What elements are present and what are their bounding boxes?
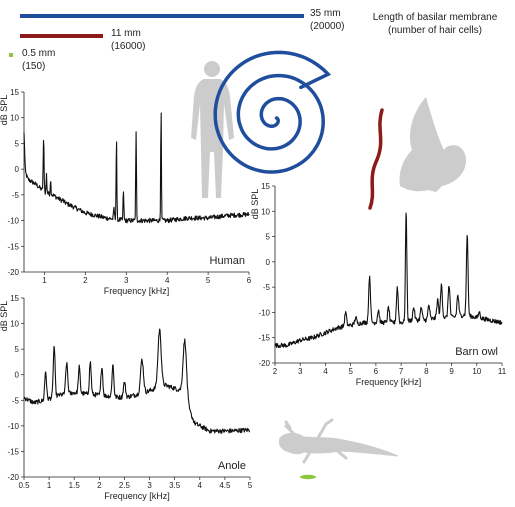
chart-owl: 15 10 5 0 -5 -10 -15 -202 3 4 5 6 7 8 9 10 11 Frequency [… [250, 182, 507, 387]
owl-silhouette-icon [399, 97, 466, 192]
x-tick-label: 5 [206, 276, 211, 285]
x-tick-label: 3 [124, 276, 129, 285]
y-tick-label: 15 [10, 88, 19, 97]
membrane-legend: 35 mm (20000) 11 mm (16000) 0.5 mm (150)… [9, 8, 498, 72]
x-tick-label: 2 [83, 276, 88, 285]
x-tick-label: 1.5 [69, 481, 81, 490]
y-tick-label: -10 [258, 308, 270, 317]
cochlea-spiral-icon [213, 50, 332, 174]
y-tick-label: 10 [10, 114, 19, 123]
species-label: Barn owl [455, 346, 498, 358]
x-tick-label: 1 [47, 481, 52, 490]
y-axis-label: dB SPL [0, 95, 9, 126]
x-tick-label: 10 [472, 367, 481, 376]
owl-membrane-icon [368, 108, 384, 210]
y-tick-label: -15 [7, 242, 19, 251]
species-label: Human [210, 255, 245, 267]
y-tick-label: -5 [12, 396, 20, 405]
y-tick-label: -15 [258, 334, 270, 343]
y-tick-label: 10 [10, 320, 19, 329]
chart-human: 15 10 5 0 -5 -10 -15 -20 1 2 3 4 5 6 Frequency [kHz] dB… [0, 88, 252, 296]
species-label: Anole [218, 460, 246, 472]
y-tick-label: -15 [7, 447, 19, 456]
x-tick-label: 6 [374, 367, 379, 376]
x-tick-label: 11 [498, 367, 507, 376]
x-tick-label: 9 [449, 367, 454, 376]
anole-silhouette-icon [279, 418, 399, 464]
legend-length-anole: 0.5 mm [22, 48, 55, 59]
y-tick-label: -10 [7, 217, 19, 226]
y-tick-label: -20 [258, 359, 270, 368]
y-tick-label: -20 [7, 473, 19, 482]
x-tick-label: 2 [273, 367, 278, 376]
y-tick-label: 5 [15, 139, 20, 148]
y-tick-label: 15 [10, 294, 19, 303]
y-tick-label: 0 [15, 165, 20, 174]
x-tick-label: 2 [97, 481, 102, 490]
y-tick-label: 5 [266, 233, 271, 242]
chart-anole: 15 10 5 0 -5 -10 -15 -200.5 1 1.5 2 2.5 3 3.5 4 4.5 5 Fre… [0, 294, 253, 501]
y-tick-label: 5 [15, 345, 20, 354]
y-tick-label: 15 [261, 182, 270, 191]
x-tick-label: 3 [298, 367, 303, 376]
legend-cells-owl: (16000) [111, 41, 145, 52]
spectrum-trace [274, 212, 503, 349]
y-tick-label: -10 [7, 422, 19, 431]
y-tick-label: -5 [263, 283, 271, 292]
x-tick-label: 8 [424, 367, 429, 376]
legend-header-line1: Length of basilar membrane [373, 12, 498, 23]
x-axis-label: Frequency [kHz] [104, 491, 170, 501]
x-tick-label: 4.5 [219, 481, 231, 490]
y-tick-label: 0 [15, 371, 20, 380]
legend-bar-anole [9, 53, 13, 57]
y-axis-label: dB SPL [250, 189, 260, 220]
x-tick-label: 5 [348, 367, 353, 376]
legend-bar-human [20, 14, 304, 18]
legend-length-owl: 11 mm [111, 28, 141, 39]
legend-bar-owl [20, 34, 103, 38]
x-tick-label: 7 [399, 367, 404, 376]
x-tick-label: 1 [42, 276, 47, 285]
x-tick-label: 4 [165, 276, 170, 285]
x-tick-label: 0.5 [18, 481, 30, 490]
y-tick-label: 10 [261, 207, 270, 216]
human-silhouette-icon [191, 61, 234, 198]
legend-header-line2: (number of hair cells) [388, 25, 482, 36]
legend-cells-human: (20000) [310, 21, 344, 32]
x-tick-label: 4 [323, 367, 328, 376]
y-tick-label: 0 [266, 258, 271, 267]
legend-cells-anole: (150) [22, 61, 45, 72]
legend-length-human: 35 mm [310, 8, 341, 19]
x-tick-label: 3 [147, 481, 152, 490]
anole-membrane-icon [300, 474, 316, 480]
spectrum-trace [23, 328, 251, 434]
x-axis-label: Frequency [kHz] [104, 286, 170, 296]
y-axis-label: dB SPL [0, 301, 9, 332]
spectrum-trace [23, 112, 250, 224]
x-axis-label: Frequency [kHz] [356, 377, 422, 387]
x-tick-label: 5 [248, 481, 253, 490]
x-tick-label: 3.5 [169, 481, 181, 490]
y-tick-label: -5 [12, 191, 20, 200]
y-tick-label: -20 [7, 268, 19, 277]
x-tick-label: 4 [198, 481, 203, 490]
x-tick-label: 2.5 [119, 481, 131, 490]
x-tick-label: 6 [247, 276, 252, 285]
